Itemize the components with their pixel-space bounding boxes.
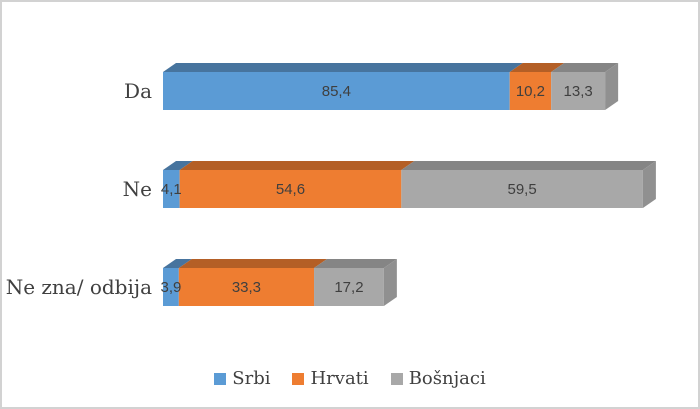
- stacked-bar-chart: 85,4 10,2 13,3 Da 4,1 54,6 59,5 Ne 3,9 33,3 17,2 Ne…: [6, 63, 656, 306]
- legend-label: Srbi: [232, 368, 271, 389]
- legend-label: Hrvati: [310, 368, 369, 389]
- category-label: Da: [124, 79, 152, 103]
- data-label: 3,9: [160, 279, 181, 296]
- bar-segment-top: [509, 63, 565, 72]
- bar-segment-front: [509, 72, 552, 110]
- data-label: 4,1: [161, 181, 182, 198]
- bar-segment-top: [178, 259, 328, 268]
- data-label: 54,6: [276, 181, 305, 198]
- bar-segment-top: [163, 259, 192, 268]
- legend-label: Bošnjaci: [408, 368, 486, 389]
- legend-swatch-icon: [214, 372, 227, 385]
- bar-segment-front: [163, 268, 179, 306]
- bar-segment-front: [163, 170, 180, 208]
- bar-segment-front: [551, 72, 606, 110]
- legend-item: Bošnjaci: [390, 368, 486, 389]
- category-label: Ne: [123, 177, 152, 201]
- bar-segment-top: [551, 63, 619, 72]
- bar-segment-top: [401, 161, 656, 170]
- data-label: 33,3: [232, 279, 261, 296]
- data-label: 59,5: [508, 181, 537, 198]
- category-label: Ne zna/ odbija: [6, 275, 152, 299]
- bar-segment-top: [314, 259, 397, 268]
- bar-segment-side: [605, 63, 619, 110]
- bar-segment-front: [178, 268, 315, 306]
- legend-item: Srbi: [214, 368, 270, 389]
- bar-segment-side: [642, 161, 656, 208]
- data-label: 17,2: [334, 279, 363, 296]
- bar-segment-front: [314, 268, 384, 306]
- legend-swatch-icon: [390, 372, 403, 385]
- legend: Srbi Hrvati Bošnjaci: [2, 368, 698, 389]
- bar-segment-top: [163, 161, 193, 170]
- bar-segment-side: [383, 259, 397, 306]
- bar-segment-top: [179, 161, 415, 170]
- data-label: 13,3: [564, 83, 593, 100]
- bar-segment-front: [179, 170, 402, 208]
- legend-swatch-icon: [292, 372, 305, 385]
- data-label: 85,4: [322, 83, 351, 100]
- bar-segment-front: [401, 170, 643, 208]
- bar-segment-top: [163, 63, 523, 72]
- data-label: 10,2: [516, 83, 545, 100]
- legend-item: Hrvati: [292, 368, 369, 389]
- bar-segment-front: [163, 72, 510, 110]
